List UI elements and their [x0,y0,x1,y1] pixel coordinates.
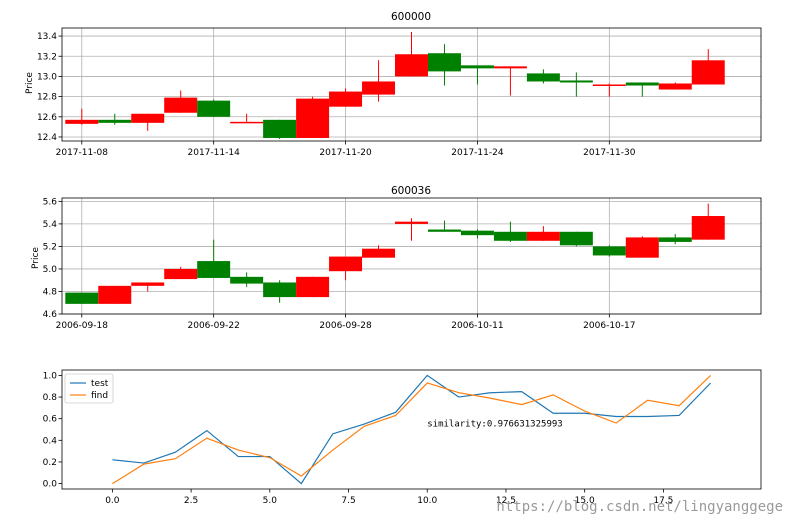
x-tick-label: 2017-11-30 [583,148,636,158]
candlestick-chart-600000: 600000 Price 12.4 12.6 12.8 13.0 13.2 13.4 20… [25,11,762,158]
candle-body [230,276,264,284]
candle-body [559,80,593,83]
candle-body [263,282,297,298]
y-tick-label: 12.8 [37,93,57,103]
candle-body [592,84,626,86]
legend-label-find: find [91,391,108,401]
candle-body [263,119,297,138]
x-tick-label: 7.5 [341,496,355,506]
y-tick-label: 1.0 [43,371,58,381]
candle-body [296,276,330,298]
candlestick-chart-600036: 600036 Price 4.6 4.8 5.0 5.2 5.4 5.6 2006-09-… [31,185,762,331]
plot-area [61,27,762,142]
candle-body [164,97,198,113]
candle-body [526,231,560,241]
candle-body [197,261,231,278]
x-tick-label: 2017-11-20 [319,148,372,158]
y-tick-label: 12.6 [37,113,57,123]
candle-body [460,65,494,69]
candle-body [98,119,132,123]
candle-body [131,282,165,286]
similarity-line-chart: 0.0 0.2 0.4 0.6 0.8 1.0 0.0 2.5 5.0 7.5 10.0 12.5 1… [43,369,762,506]
y-axis-label: Price [25,72,35,94]
x-tick-label: 2006-10-17 [583,321,635,331]
candle-body [197,100,231,117]
candle-body [691,216,725,240]
y-tick-label: 13.0 [37,72,57,82]
x-tick-label: 0.0 [105,496,120,506]
legend-box [64,373,114,404]
candle-body [427,53,461,72]
candle-body [395,221,428,224]
candle-body [691,60,725,85]
x-tick-label: 10.0 [417,496,437,506]
similarity-annotation: similarity:0.976631325993 [427,419,562,429]
y-tick-label: 0.2 [43,458,57,468]
y-tick-label: 5.2 [43,242,57,252]
candle-body [395,54,428,77]
y-tick-label: 5.0 [43,265,58,275]
x-tick-label: 2017-11-14 [188,148,241,158]
plot-area [61,369,762,490]
candle-body [592,246,626,256]
x-tick-label: 2006-10-11 [451,321,503,331]
legend: test find [64,373,114,404]
x-tick-label: 2.5 [184,496,198,506]
candle-body [427,229,461,232]
candle-body [658,237,692,242]
candle-body [658,83,692,90]
y-tick-label: 5.4 [43,220,58,230]
chart-title: 600000 [391,11,431,23]
x-tick-label: 12.5 [496,496,516,506]
plot-area [61,197,762,315]
y-tick-label: 0.0 [43,480,58,490]
y-tick-label: 0.6 [43,415,58,425]
candle-body [493,66,527,69]
y-axis-label: Price [31,247,41,269]
candle-body [362,248,396,258]
candle-body [98,285,132,304]
y-tick-label: 4.8 [43,287,58,297]
candle-body [329,91,363,107]
candle-body [131,113,165,123]
candle-body [65,292,99,304]
x-tick-label: 15.0 [575,496,595,506]
candle-body [296,98,330,138]
x-tick-label: 2017-11-24 [451,148,504,158]
legend-label-test: test [91,379,109,389]
y-tick-label: 5.6 [43,197,58,207]
watermark: https://blog.csdn.net/lingyanggege [496,499,783,515]
y-tick-label: 0.4 [43,436,58,446]
candle-body [164,268,198,280]
series-line-test [112,374,712,485]
chart-title: 600036 [391,185,431,197]
x-tick-label: 17.5 [653,496,673,506]
y-tick-label: 13.4 [37,32,57,42]
candle-body [625,237,659,258]
candle-body [329,256,363,272]
candle-body [362,81,396,95]
x-tick-label: 2006-09-28 [319,321,372,331]
candle-body [65,119,99,124]
x-tick-label: 2017-11-08 [56,148,109,158]
candle-body [526,73,560,82]
series-line-find [112,374,712,485]
x-tick-label: 2006-09-18 [56,321,109,331]
y-tick-label: 0.8 [43,393,58,403]
y-tick-label: 12.4 [37,133,57,143]
y-tick-label: 13.2 [37,52,57,62]
x-tick-label: 5.0 [263,496,278,506]
x-tick-label: 2006-09-22 [188,321,240,331]
candle-body [460,230,494,236]
y-tick-label: 4.6 [43,310,58,320]
candle-body [230,121,264,124]
candle-body [625,82,659,86]
candle-body [559,231,593,246]
candle-body [493,231,527,241]
